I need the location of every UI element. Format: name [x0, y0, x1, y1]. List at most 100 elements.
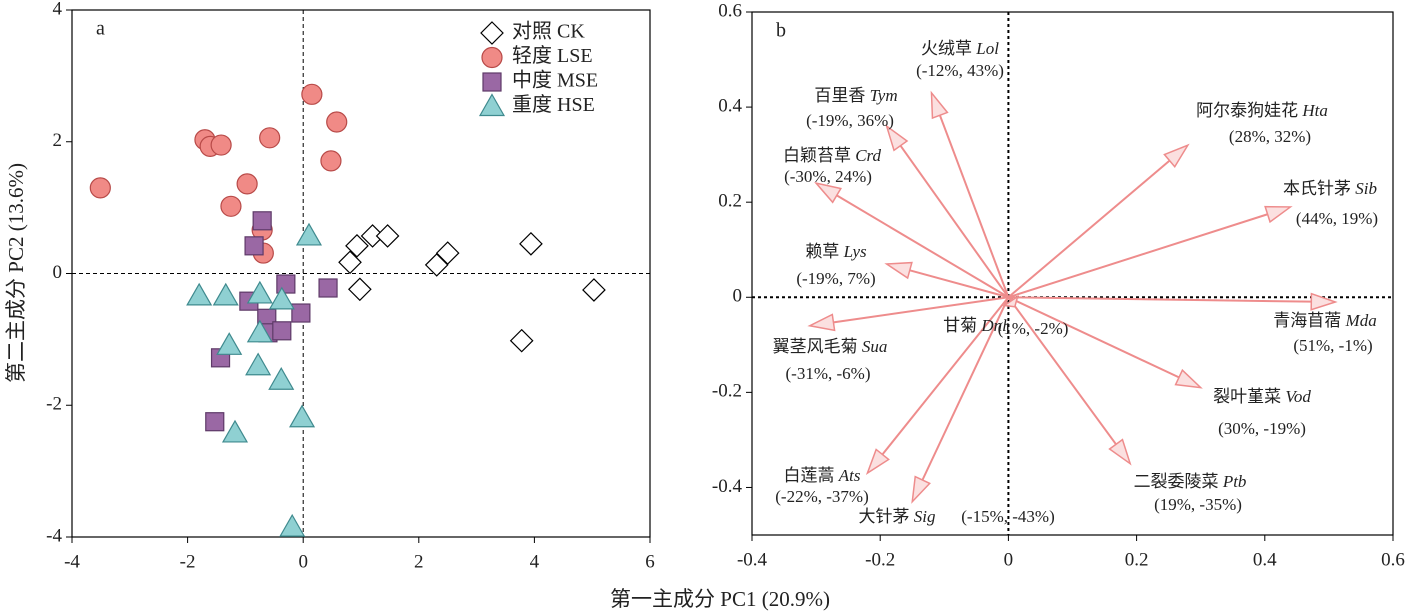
point — [509, 328, 534, 353]
species-code: Tym — [870, 86, 898, 105]
species-code: Dnl — [980, 316, 1007, 335]
value-label: (19%, -35%) — [1154, 495, 1242, 514]
species-name: 百里香 — [814, 86, 865, 105]
legend-label: 对照 CK — [512, 20, 585, 43]
legend-label: 重度 HSE — [512, 93, 595, 116]
species-name: 本氏针茅 — [1283, 179, 1351, 198]
arrow-shaft — [909, 269, 1009, 299]
x-tick-label: 2 — [414, 551, 424, 572]
species-code: Sua — [862, 337, 888, 356]
x-tick-label: 0.2 — [1125, 549, 1149, 570]
point — [210, 134, 232, 156]
y-axis-title: 第二主成分 PC2 (13.6%) — [4, 163, 28, 383]
point — [320, 150, 342, 172]
arrow-head — [1264, 205, 1293, 224]
value-label: (44%, 19%) — [1296, 209, 1378, 228]
point — [259, 127, 281, 149]
arrow-shaft — [1007, 296, 1117, 445]
arrow-head — [1310, 292, 1338, 311]
arrow-shaft — [899, 145, 1010, 298]
x-tick-label: 0.6 — [1381, 549, 1405, 570]
x-tick-label: 0 — [1004, 549, 1014, 570]
y-tick-label: 0.4 — [718, 95, 742, 116]
point — [252, 211, 272, 231]
x-tick-label: -0.2 — [865, 549, 895, 570]
arrow-name: 火绒草 Lol — [921, 39, 999, 58]
species-name: 大针茅 — [859, 507, 910, 526]
arrow-shaft — [1007, 296, 1180, 379]
value-label: (-15%, -43%) — [961, 507, 1054, 526]
legend-marker — [478, 93, 506, 117]
species-code: Vod — [1285, 387, 1311, 406]
arrow-name: 裂叶堇菜 Vod — [1213, 387, 1311, 406]
y-tick-label: 2 — [53, 130, 63, 151]
species-code: Sig — [914, 507, 936, 526]
y-tick-label: -2 — [46, 394, 62, 415]
x-tick-label: 0.4 — [1253, 549, 1277, 570]
y-tick-label: -0.2 — [712, 381, 742, 402]
arrow-name: 大针茅 Sig — [859, 507, 936, 526]
point — [186, 282, 213, 306]
arrow-shaft — [938, 114, 1010, 298]
y-tick-label: 0 — [53, 262, 63, 283]
point — [212, 282, 239, 306]
species-name: 翼茎风毛菊 — [773, 337, 858, 356]
point — [221, 419, 249, 443]
y-tick-label: -0.4 — [712, 476, 743, 497]
point — [326, 111, 348, 133]
point — [435, 241, 460, 265]
species-code: Lol — [975, 39, 999, 58]
value-label: (-12%, 43%) — [916, 61, 1004, 80]
arrow-name: 甘菊 Dnl — [943, 316, 1007, 335]
y-tick-label: -4 — [46, 525, 62, 546]
arrow-head — [865, 448, 890, 476]
arrow-name: 赖草 Lys — [805, 242, 867, 261]
y-tick-label: 0 — [733, 286, 743, 307]
arrow-name: 二裂委陵菜 Ptb — [1134, 472, 1247, 491]
y-tick-label: 0.6 — [718, 0, 742, 21]
value-label: (-19%, 7%) — [796, 269, 875, 288]
species-code: Ptb — [1222, 472, 1247, 491]
arrow-shaft — [836, 194, 1009, 299]
point — [519, 232, 543, 256]
arrow-head — [930, 90, 949, 120]
point — [301, 83, 323, 105]
x-tick-label: -2 — [180, 551, 196, 572]
legend-marker — [480, 21, 504, 45]
point — [347, 277, 372, 302]
point — [236, 173, 258, 195]
point — [244, 236, 264, 256]
point — [246, 319, 273, 343]
species-name: 火绒草 — [921, 39, 972, 58]
species-name: 白莲蒿 — [784, 466, 835, 485]
value-label: (51%, -1%) — [1293, 336, 1372, 355]
species-code: Sib — [1355, 179, 1377, 198]
arrow-head — [911, 475, 931, 504]
arrow-name: 青海苜蓿 Mda — [1273, 311, 1376, 330]
arrow-head — [1174, 368, 1203, 389]
x-axis-title: 第一主成分 PC1 (20.9%) — [610, 587, 830, 611]
x-tick-label: 4 — [530, 551, 540, 572]
point — [318, 278, 338, 298]
value-label: (-31%, -6%) — [786, 364, 871, 383]
plot-frame — [71, 9, 651, 538]
arrow-shaft — [881, 296, 1010, 456]
species-name: 白颖苔草 — [783, 146, 851, 165]
arrow-shaft — [1007, 296, 1012, 302]
point — [279, 513, 306, 537]
point — [276, 274, 296, 294]
arrow-head — [885, 124, 909, 152]
arrow-head — [1108, 438, 1132, 466]
species-name: 阿尔泰狗娃花 — [1196, 101, 1298, 120]
point — [89, 177, 111, 199]
arrow-shaft — [1008, 296, 1312, 303]
point — [220, 195, 242, 217]
point — [246, 280, 273, 304]
arrow-name: 本氏针茅 Sib — [1283, 179, 1377, 198]
point — [295, 222, 323, 246]
arrow-shaft — [921, 296, 1010, 481]
arrow-name: 白莲蒿 Ats — [784, 466, 861, 485]
species-code: Mda — [1345, 311, 1377, 330]
point — [216, 332, 243, 355]
